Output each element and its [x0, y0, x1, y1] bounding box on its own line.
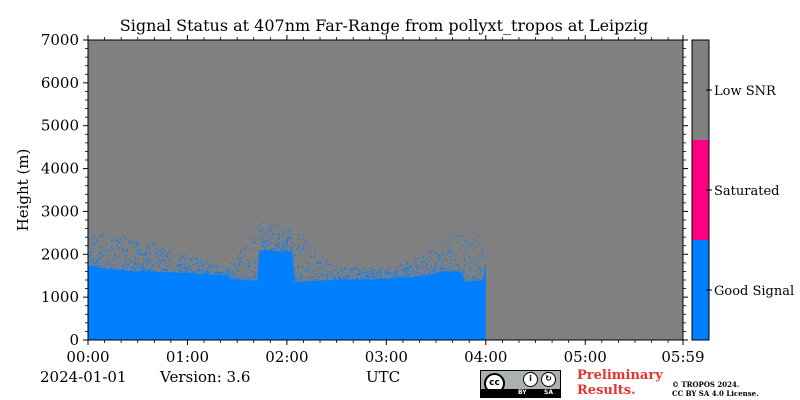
colorbar-segment: [692, 140, 709, 240]
y-tick-label: 5000: [41, 117, 79, 135]
x-axis-label: UTC: [366, 368, 401, 386]
colorbar-segment: [692, 40, 709, 140]
copyright-note: © TROPOS 2024. CC BY SA 4.0 License.: [672, 380, 759, 398]
y-tick-label: 3000: [41, 202, 79, 220]
x-tick-label: 05:59: [661, 348, 704, 366]
plot-frame: [87, 39, 684, 341]
y-tick-label: 2000: [41, 245, 79, 263]
colorbar-label: Good Signal: [714, 284, 794, 299]
y-tick-label: 4000: [41, 160, 79, 178]
y-tick-label: 0: [69, 331, 79, 349]
colorbar-label: Saturated: [714, 184, 779, 199]
colorbar-label: Low SNR: [714, 84, 777, 99]
by-label: BY: [518, 389, 527, 396]
chart-title: Signal Status at 407nm Far-Range from po…: [119, 16, 649, 35]
x-tick-label: 02:00: [265, 348, 308, 366]
copyright-line-1: © TROPOS 2024.: [672, 380, 740, 389]
x-tick-label: 03:00: [365, 348, 408, 366]
sa-label: SA: [544, 389, 553, 396]
cc-license-badge: cc i ↻ BY SA: [480, 370, 561, 398]
by-attribution-icon: i: [523, 372, 538, 387]
y-tick-label: 7000: [41, 31, 79, 49]
y-tick-label: 1000: [41, 288, 79, 306]
date-label: 2024-01-01: [40, 368, 127, 386]
version-label: Version: 3.6: [160, 368, 251, 386]
copyright-line-2: CC BY SA 4.0 License.: [672, 389, 759, 398]
y-axis-label: Height (m): [14, 149, 32, 232]
preliminary-results-note: Preliminary Results.: [577, 368, 663, 398]
colorbar-segment: [692, 240, 709, 340]
share-alike-icon: ↻: [541, 372, 556, 387]
x-tick-label: 00:00: [66, 348, 109, 366]
x-tick-label: 04:00: [464, 348, 507, 366]
x-tick-label: 01:00: [166, 348, 209, 366]
x-tick-label: 05:00: [564, 348, 607, 366]
colorbar-frame: [691, 39, 710, 341]
y-tick-label: 6000: [41, 74, 79, 92]
cc-icon: cc: [484, 373, 505, 394]
good-signal-region: [88, 250, 486, 340]
